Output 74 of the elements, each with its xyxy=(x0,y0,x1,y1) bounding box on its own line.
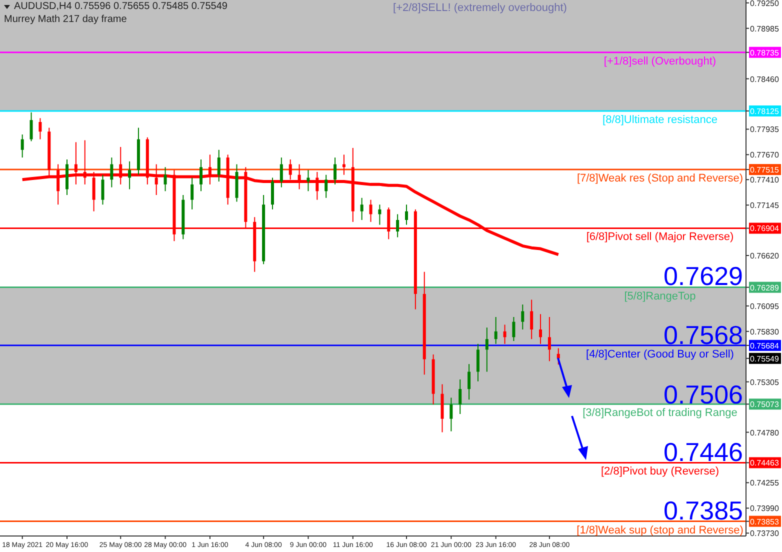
y-tick-label: 0.75305 xyxy=(750,378,780,387)
candlestick xyxy=(396,214,400,238)
annotation: 0.7568 xyxy=(663,320,743,350)
y-tick-label: 0.75549 xyxy=(750,354,780,364)
candlestick xyxy=(405,204,408,226)
ref-line-label: [8/8]Ultimate resistance xyxy=(602,114,718,126)
candlestick xyxy=(110,157,114,188)
candlestick xyxy=(101,174,104,206)
candlestick xyxy=(494,316,498,344)
y-tick-label: 0.79250 xyxy=(750,0,780,8)
candlestick xyxy=(369,199,372,222)
y-tick-label: 0.77670 xyxy=(750,150,780,160)
y-tick-label: 0.78125 xyxy=(750,106,780,116)
ref-line-label: [+1/8]sell (Overbought) xyxy=(604,55,716,68)
candlestick xyxy=(360,197,364,220)
candlestick xyxy=(485,327,488,372)
y-tick-label: 0.73990 xyxy=(750,504,780,514)
candlestick xyxy=(476,343,480,382)
candlestick xyxy=(334,157,337,185)
ref-line-label: [2/8]Pivot buy (Reverse) xyxy=(601,466,719,478)
candlestick xyxy=(217,149,220,182)
y-tick-label: 0.77410 xyxy=(750,176,780,185)
candlestick xyxy=(521,304,524,330)
ref-line-label: [6/8]Pivot sell (Major Reverse) xyxy=(586,231,734,244)
y-tick-label: 0.74255 xyxy=(750,478,780,488)
y-tick-label: 0.76904 xyxy=(750,224,780,234)
ref-line-label: [1/8]Weak sup (stop and Reverse) xyxy=(576,524,744,536)
y-tick-label: 0.78735 xyxy=(750,48,780,58)
candlestick xyxy=(324,174,328,198)
candlestick xyxy=(20,134,24,158)
candlestick xyxy=(468,364,471,400)
candlestick xyxy=(450,397,453,432)
y-tick-label: 0.76289 xyxy=(750,283,780,292)
y-tick-label: 0.77935 xyxy=(750,125,780,134)
y-tick-label: 0.73853 xyxy=(750,517,780,526)
candlestick xyxy=(164,166,167,192)
text: Murrey Math 217 day frame xyxy=(4,14,127,25)
y-tick-label: 0.74780 xyxy=(750,428,780,438)
candlestick xyxy=(30,112,33,142)
y-tick-label: 0.75830 xyxy=(750,327,780,336)
candlestick xyxy=(378,204,382,226)
ref-line-label: [5/8]RangeTop xyxy=(624,290,696,302)
candlestick xyxy=(38,118,42,140)
y-tick-label: 0.77145 xyxy=(750,201,780,210)
y-tick-label: 0.76095 xyxy=(750,302,780,311)
annotation: 0.7446 xyxy=(663,436,743,467)
y-tick-label: 0.76620 xyxy=(750,252,780,261)
annotation: 0.7629 xyxy=(663,261,743,292)
candlestick xyxy=(128,160,132,190)
chart-title: AUDUSD,H4 0.75596 0.75655 0.75485 0.75549 xyxy=(14,1,228,12)
y-tick-label: 0.77515 xyxy=(750,166,780,175)
ref-line-label: [3/8]RangeBot of trading Range xyxy=(582,407,738,420)
annotation: 0.7385 xyxy=(663,496,743,526)
candlestick xyxy=(548,316,551,362)
y-tick-label: 0.78460 xyxy=(750,74,780,84)
y-tick-label: 0.75073 xyxy=(750,400,780,410)
candlestick xyxy=(190,177,194,210)
candlestick xyxy=(270,177,274,210)
annotation: [+2/8]SELL! (extremely overbought) xyxy=(393,2,567,14)
annotation: 0.7506 xyxy=(663,379,743,410)
candlestick xyxy=(200,158,203,192)
candlestick xyxy=(503,324,506,344)
candlestick xyxy=(512,316,516,342)
ref-line-label: [7/8]Weak res (Stop and Reverse) xyxy=(576,172,744,185)
y-tick-label: 0.78985 xyxy=(750,24,780,34)
candlestick xyxy=(280,157,283,188)
y-tick-label: 0.75684 xyxy=(750,341,780,350)
candlestick xyxy=(458,378,462,415)
y-tick-label: 0.73730 xyxy=(750,529,780,538)
y-tick-label: 0.74463 xyxy=(750,458,780,468)
candlestick xyxy=(306,170,310,192)
candlestick xyxy=(530,299,534,340)
ref-line-label: [4/8]Center (Good Buy or Sell) xyxy=(586,348,734,360)
candlestick xyxy=(539,314,542,344)
